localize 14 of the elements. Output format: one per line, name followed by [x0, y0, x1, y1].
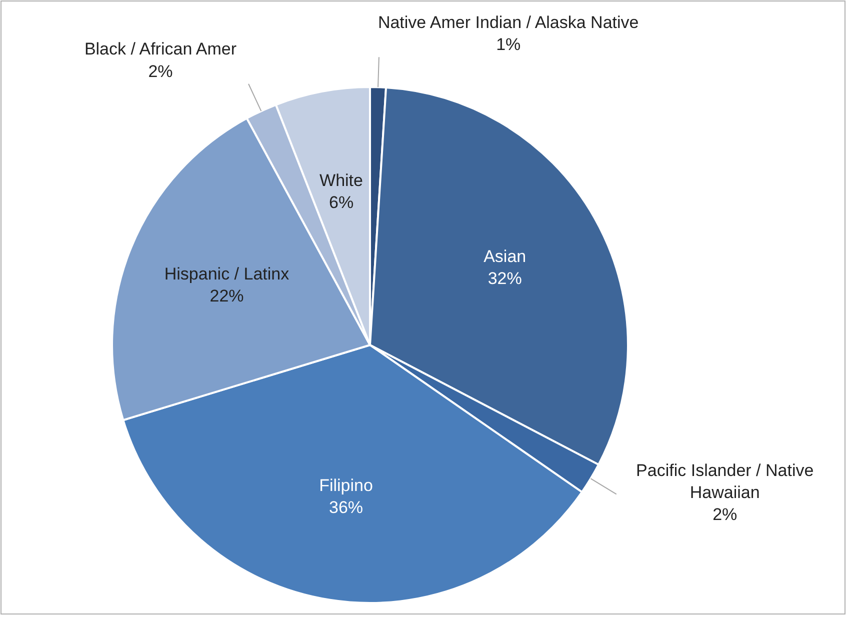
data-label: 32% — [488, 270, 522, 289]
data-label: 22% — [210, 286, 244, 306]
slice-label: Black / African Amer — [84, 40, 237, 60]
data-label: 2% — [712, 506, 738, 525]
slice-label: White — [320, 171, 364, 190]
data-label: 6% — [328, 193, 354, 212]
slice-label: Asian — [484, 247, 526, 266]
data-label: 2% — [148, 62, 173, 82]
data-label: 1% — [496, 36, 521, 55]
slice-label: Filipino — [319, 476, 373, 496]
slice-label: Native Amer Indian / Alaska Native — [378, 13, 639, 32]
slice-label: Pacific Islander / Native Hawaiian — [636, 462, 814, 503]
data-label: 36% — [329, 498, 364, 518]
slice-label: Hispanic / Latinx — [164, 264, 290, 284]
